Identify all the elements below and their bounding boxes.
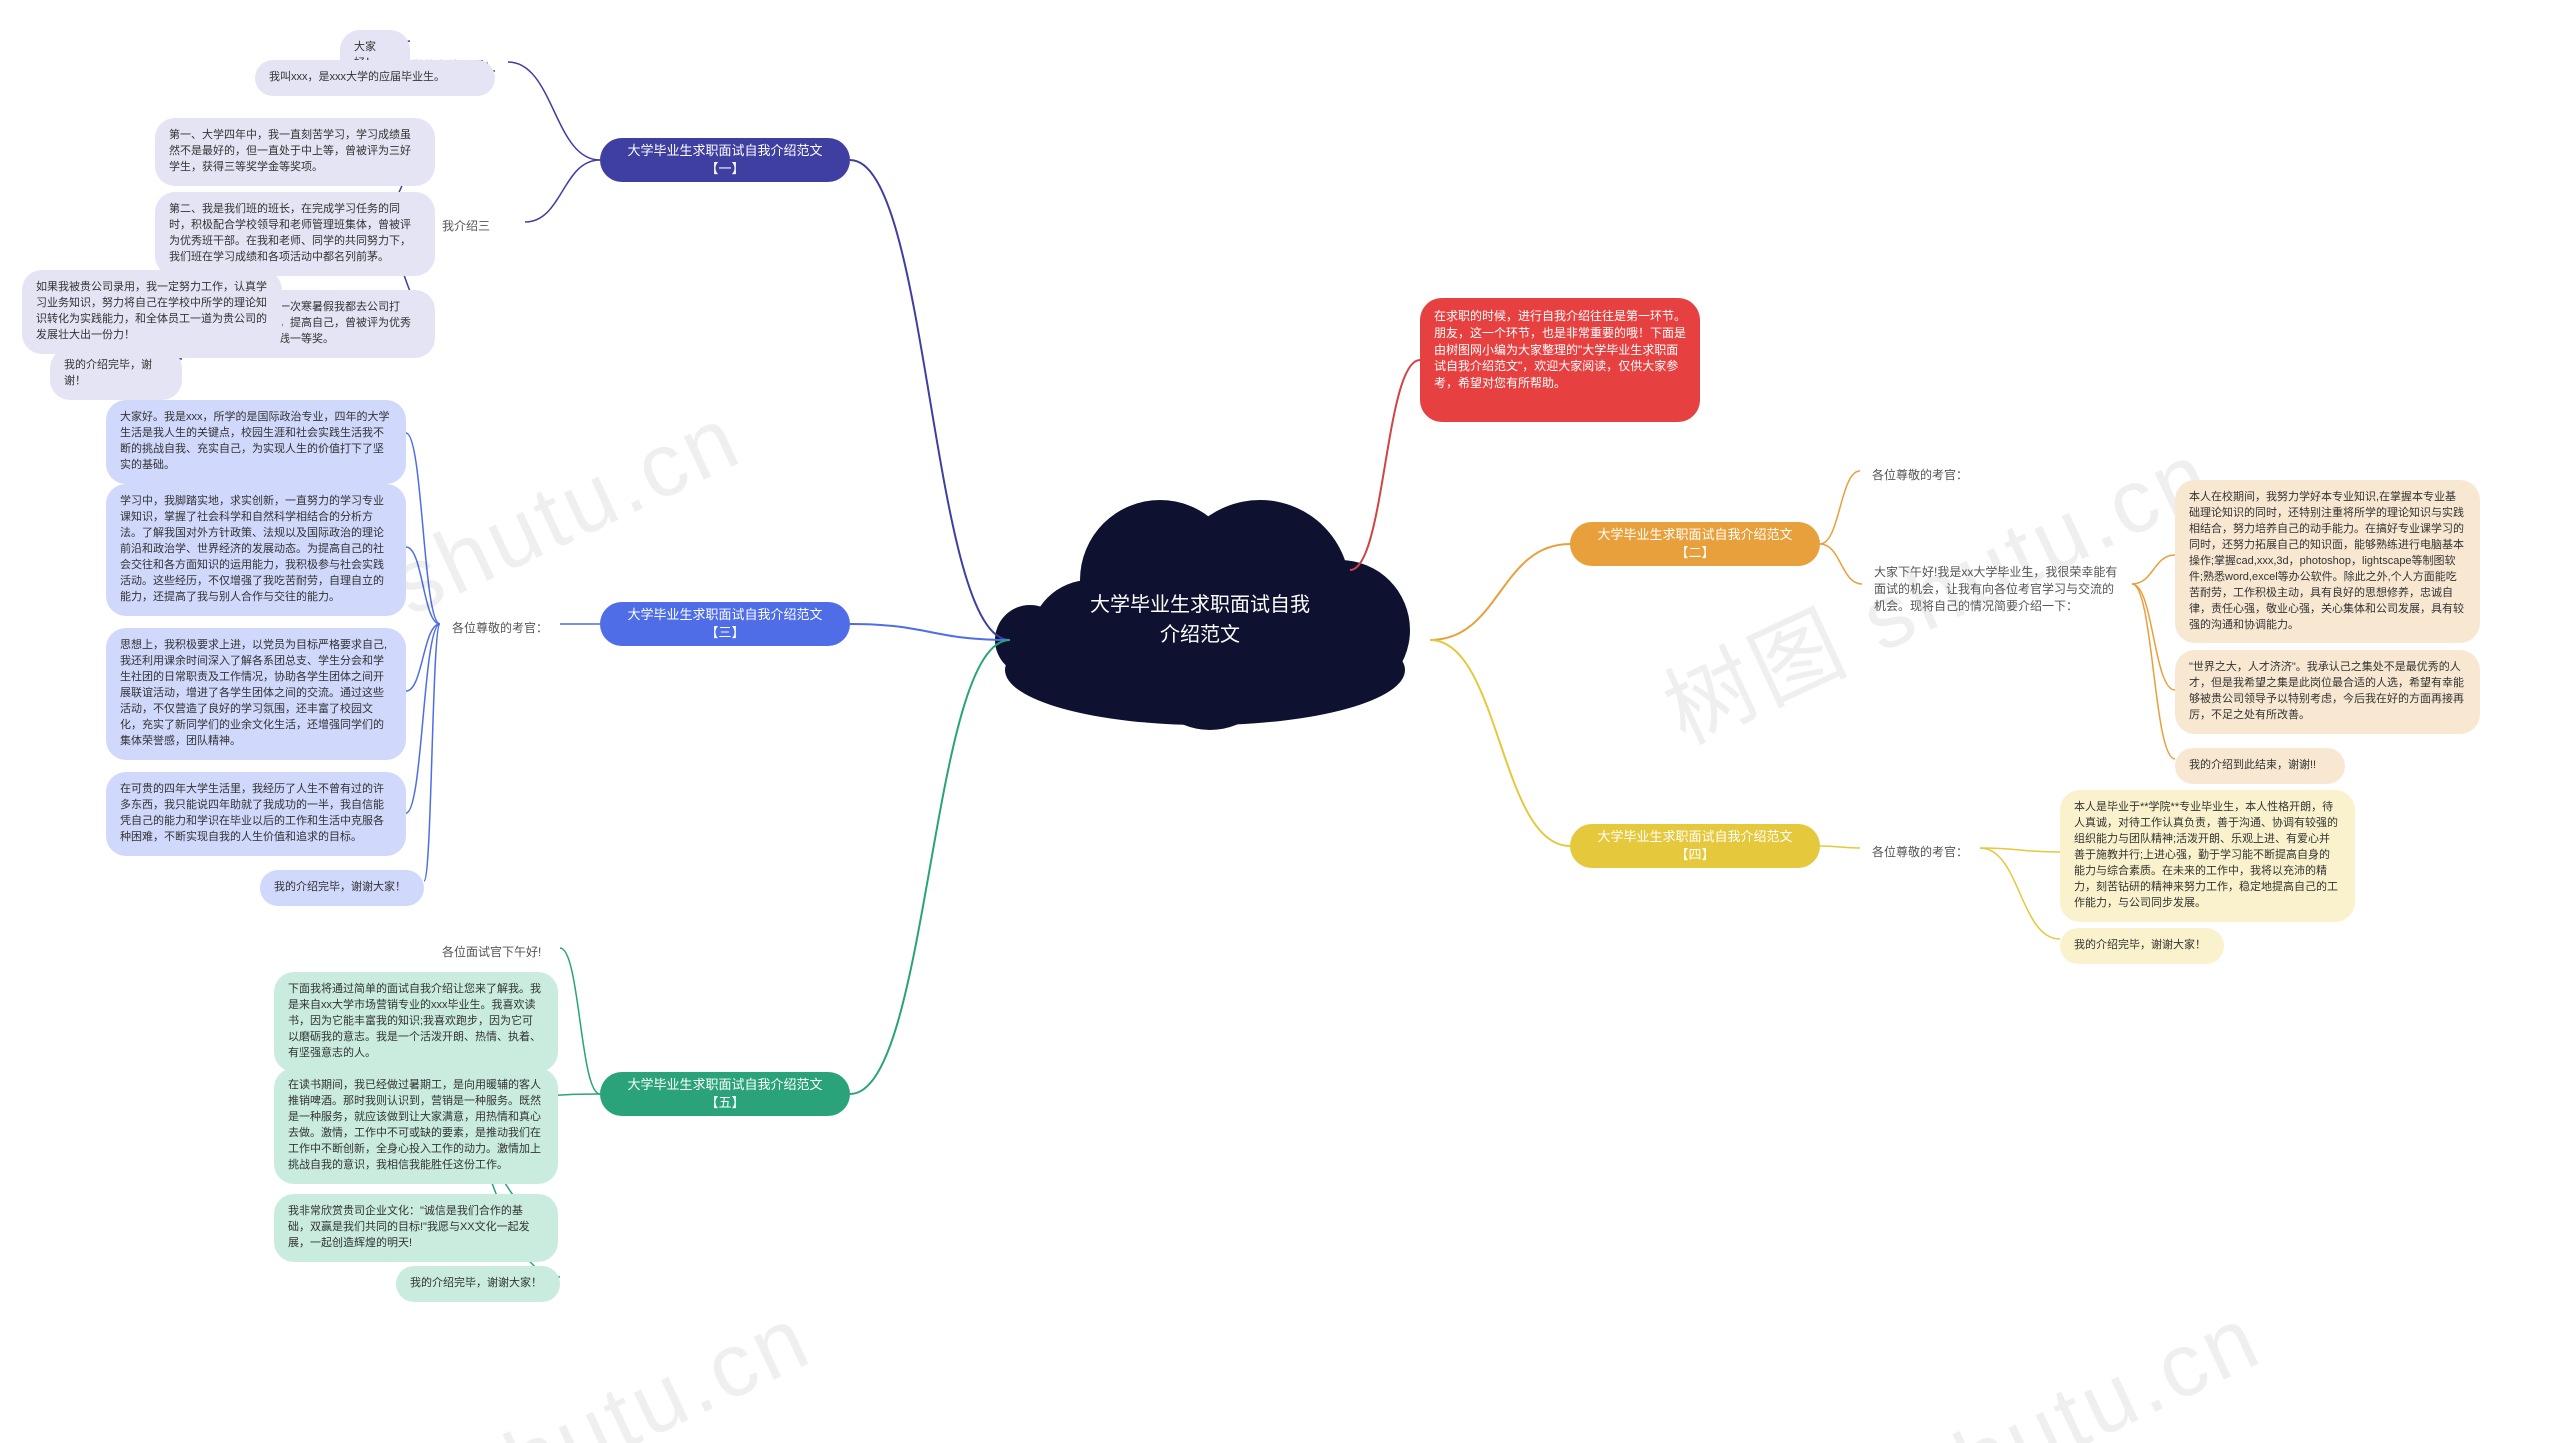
leaf: 我的介绍完毕，谢谢大家！	[396, 1266, 560, 1302]
leaf: 我的介绍到此结束，谢谢!!	[2175, 748, 2345, 784]
sublabel: 各位面试官下午好!	[430, 936, 560, 969]
leaf: 第二、我是我们班的班长，在完成学习任务的同时，积极配合学校领导和老师管理班集体，…	[155, 192, 435, 276]
branch-b5: 大学毕业生求职面试自我介绍范文【五】	[600, 1072, 850, 1116]
watermark: shutu.cn	[376, 386, 757, 637]
leaf: 在可贵的四年大学生活里，我经历了人生不曾有过的许多东西，我只能说四年助就了我成功…	[106, 772, 406, 856]
sublabel: 各位尊敬的考官：	[1860, 459, 1980, 492]
intro-box: 在求职的时候，进行自我介绍往往是第一环节。朋友，这一个环节，也是非常重要的哦！下…	[1420, 298, 1700, 422]
branch-b1: 大学毕业生求职面试自我介绍范文【一】	[600, 138, 850, 182]
watermark: shutu.cn	[446, 1286, 827, 1443]
leaf: 思想上，我积极要求上进，以党员为目标严格要求自己,我还利用课余时间深入了解各系团…	[106, 628, 406, 760]
leaf: 我非常欣赏贵司企业文化："诚信是我们合作的基础，双赢是我们共同的目标!"我愿与X…	[274, 1194, 558, 1262]
sublabel: 各位尊敬的考官：	[1860, 836, 1980, 869]
leaf: 我的介绍完毕，谢谢大家！	[2060, 928, 2224, 964]
leaf: 大家好。我是xxx，所学的是国际政治专业，四年的大学生活是我人生的关键点，校园生…	[106, 400, 406, 484]
leaf: 学习中，我脚踏实地，求实创新，一直努力的学习专业课知识，掌握了社会科学和自然科学…	[106, 484, 406, 616]
center-title: 大学毕业生求职面试自我介绍范文	[1050, 590, 1350, 650]
mindmap-canvas: shutu.cn树图 shutu.cnshutu.cnshutu.cn大学毕业生…	[0, 0, 2560, 1443]
leaf: 本人在校期间，我努力学好本专业知识,在掌握本专业基础理论知识的同时，还特别注重将…	[2175, 480, 2480, 643]
sublabel: 大家下午好!我是xx大学毕业生，我很荣幸能有面试的机会，让我有向各位考官学习与交…	[1862, 556, 2132, 622]
leaf: 本人是毕业于**学院**专业毕业生，本人性格开朗，待人真诚，对待工作认真负责，善…	[2060, 790, 2355, 922]
leaf-extra: 我的介绍完毕，谢谢！	[50, 348, 182, 400]
watermark: shutu.cn	[1896, 1286, 2277, 1443]
sublabel: 各位尊敬的考官：	[440, 612, 560, 645]
leaf: "世界之大，人才济济"。我承认己之集处不是最优秀的人才，但是我希望之集是此岗位最…	[2175, 650, 2480, 734]
leaf: 第一、大学四年中，我一直刻苦学习，学习成绩虽然不是最好的，但一直处于中上等，曾被…	[155, 118, 435, 186]
leaf: 下面我将通过简单的面试自我介绍让您来了解我。我是来自xx大学市场营销专业的xxx…	[274, 972, 558, 1072]
leaf: 我叫xxx，是xxx大学的应届毕业生。	[255, 60, 495, 96]
leaf: 我的介绍完毕，谢谢大家！	[260, 870, 424, 906]
branch-b4: 大学毕业生求职面试自我介绍范文【四】	[1570, 824, 1820, 868]
leaf-extra: 如果我被贵公司录用，我一定努力工作，认真学习业务知识，努力将自己在学校中所学的理…	[22, 270, 282, 354]
leaf: 在读书期间，我已经做过暑期工，是向用暖辅的客人推销啤酒。那时我则认识到，营销是一…	[274, 1068, 558, 1184]
branch-b2: 大学毕业生求职面试自我介绍范文【二】	[1570, 522, 1820, 566]
branch-b3: 大学毕业生求职面试自我介绍范文【三】	[600, 602, 850, 646]
